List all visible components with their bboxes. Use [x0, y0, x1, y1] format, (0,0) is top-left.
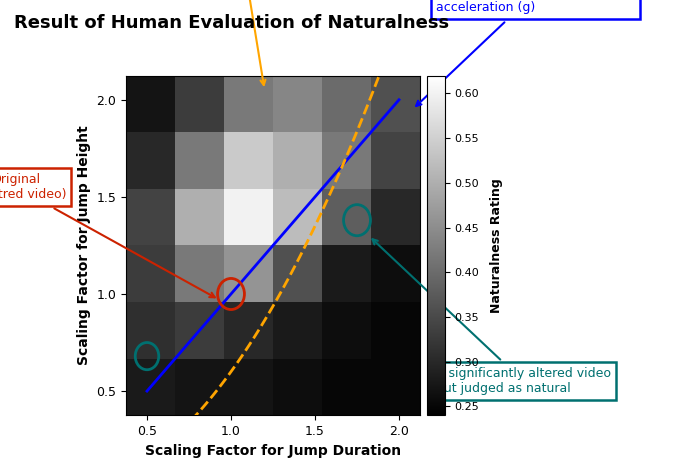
Text: 0.6 g, which appeared
natural for conventional
simple objects: 0.6 g, which appeared natural for conven… [167, 0, 318, 85]
X-axis label: Scaling Factor for Jump Duration: Scaling Factor for Jump Duration [145, 444, 401, 458]
Text: Theoretical trajectory predicted
from Earth’s gravitational
acceleration (g): Theoretical trajectory predicted from Ea… [416, 0, 635, 106]
Y-axis label: Naturalness Rating: Naturalness Rating [490, 178, 503, 313]
Text: A significantly altered video
but judged as natural: A significantly altered video but judged… [372, 239, 611, 396]
Text: Result of Human Evaluation of Naturalness: Result of Human Evaluation of Naturalnes… [14, 14, 449, 32]
Text: Original
(unaltred video): Original (unaltred video) [0, 173, 215, 297]
Y-axis label: Scaling Factor for Jump Height: Scaling Factor for Jump Height [77, 126, 91, 365]
